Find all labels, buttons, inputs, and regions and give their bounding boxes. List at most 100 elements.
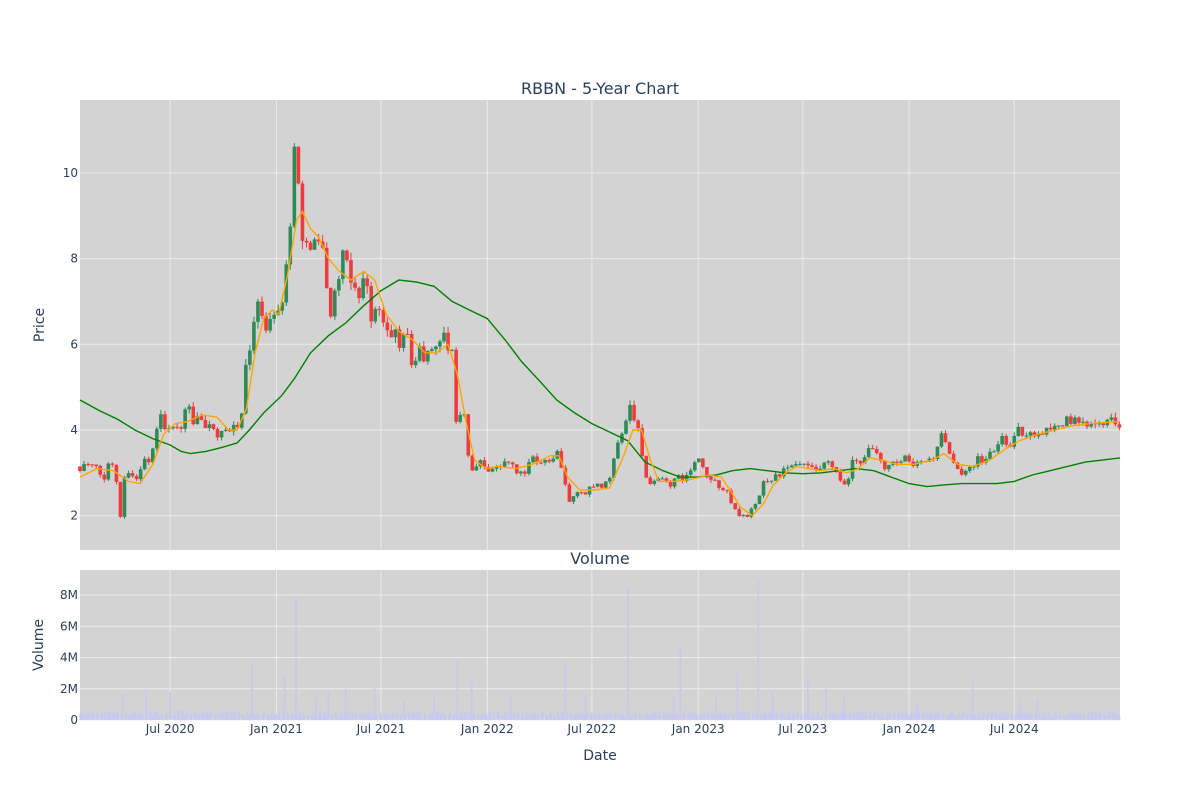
volume-bar [862,714,864,720]
volume-bar [886,714,888,720]
volume-bar [877,713,880,720]
volume-bar [1073,711,1075,720]
volume-bar [747,711,750,720]
volume-bar [581,714,583,720]
volume-bar [526,716,528,720]
candle-body [705,467,709,477]
volume-bar [360,713,362,720]
volume-bar [808,710,810,720]
volume-bar [1035,713,1037,720]
volume-bar [250,716,252,720]
volume-bar [587,713,589,720]
volume-bar [170,715,172,720]
volume-bar [407,711,410,720]
volume-bar [876,711,879,720]
volume-bar [258,715,260,720]
volume-bar [193,710,195,720]
candle-body [1056,425,1061,427]
candle-body [409,333,414,366]
volume-bar [541,715,544,720]
volume-spike-bar [1036,699,1039,720]
volume-bar [1104,716,1107,720]
volume-bar [372,715,374,720]
volume-bar [561,711,564,720]
volume-bar [494,716,496,720]
candle-body [195,416,200,425]
volume-bar [440,712,442,720]
volume-bar [893,713,895,720]
volume-bar [85,715,87,720]
volume-bar [1095,713,1097,720]
volume-bar [553,713,555,720]
volume-bar [259,715,261,720]
volume-bar [385,713,387,720]
volume-bar [340,711,342,720]
volume-bar [950,715,952,720]
candle-body [146,458,151,463]
volume-bar [210,711,213,720]
candle-body [308,242,313,250]
volume-bar [912,714,915,720]
volume-bar [246,712,249,720]
price-plot-area[interactable] [80,100,1120,550]
volume-bar [380,711,382,720]
volume-bar [200,715,203,720]
candle-body [769,480,774,482]
volume-bar [276,713,278,720]
volume-bar [951,711,953,720]
volume-bar [987,713,989,720]
volume-spike-bar [825,688,827,720]
volume-bar [133,712,136,720]
volume-bar [209,712,211,720]
candle-body [1012,436,1017,447]
volume-bar [202,711,204,720]
candle-body [1004,436,1008,445]
volume-spike-bar [736,673,739,720]
volume-plot-area[interactable] [80,570,1120,720]
volume-bar [722,713,725,720]
volume-bar [848,713,850,720]
candle-body [688,470,693,475]
volume-bar [991,711,993,720]
volume-bar [885,713,887,720]
volume-bar [376,714,379,720]
volume-bar [468,713,470,720]
volume-bar [545,715,547,720]
volume-bar [858,712,860,720]
volume-bar [795,716,797,720]
volume-bar [752,712,755,720]
volume-bar [840,714,843,720]
volume-bar [866,715,868,720]
volume-bar [659,711,661,720]
volume-bar [550,715,552,720]
volume-bar [706,710,709,720]
volume-bar [459,712,461,720]
volume-bar [352,711,354,720]
volume-bar [396,713,398,720]
volume-bar [130,713,132,720]
volume-bar [696,714,698,720]
candle-body [785,467,790,469]
volume-bar [1078,711,1081,720]
candle-body [874,448,879,454]
volume-bar [199,714,201,720]
volume-bar [639,712,642,720]
candle-body [316,239,321,242]
volume-bar [562,712,564,720]
volume-bar [466,712,468,720]
candle-body [1113,417,1118,425]
candle-body [733,503,737,510]
volume-bar [411,713,414,720]
volume-bar [324,713,326,720]
volume-bar [953,715,955,720]
volume-bar [220,711,223,720]
volume-bar [277,716,280,720]
volume-bar [218,715,220,720]
volume-bar [745,715,747,720]
volume-bar [671,714,673,720]
volume-bar [755,710,757,720]
volume-spike-bar [145,690,147,720]
volume-bar [313,710,316,720]
volume-spike-bar [626,588,629,720]
volume-bar [814,716,816,720]
